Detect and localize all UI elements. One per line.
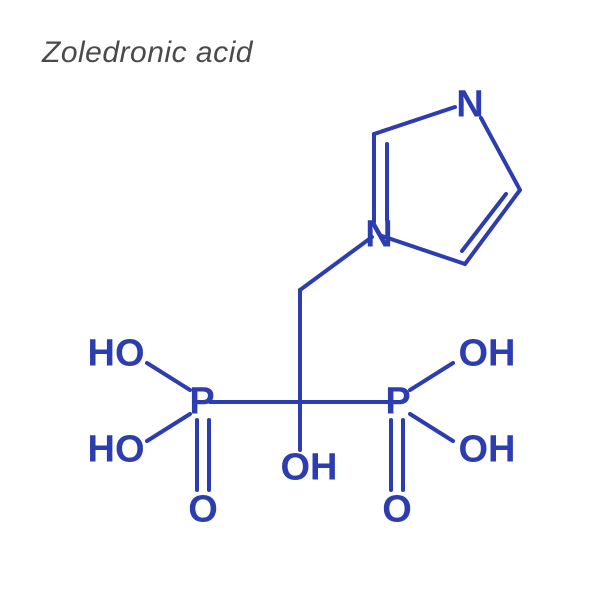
atom-label: O [382,489,412,532]
atom-label: N [365,214,392,257]
atom-label: N [456,84,483,127]
bond [382,236,465,264]
bond [300,237,372,290]
molecule-canvas: Zoledronic acid NNPPHOHOOHOHOHOO [0,0,600,600]
atom-label: HO [88,429,145,472]
bond [465,190,520,264]
atom-label: HO [88,333,145,376]
bond [410,414,453,441]
atom-label: O [188,489,218,532]
bond [462,194,506,251]
atom-label: P [385,381,410,424]
bond [147,363,190,390]
atom-label: OH [281,447,338,490]
atom-label: P [189,381,214,424]
bond-layer [0,0,600,600]
bond [374,107,455,134]
bond [147,414,190,441]
atom-label: OH [459,333,516,376]
bond [481,118,520,190]
atom-label: OH [459,429,516,472]
bond [410,363,453,390]
